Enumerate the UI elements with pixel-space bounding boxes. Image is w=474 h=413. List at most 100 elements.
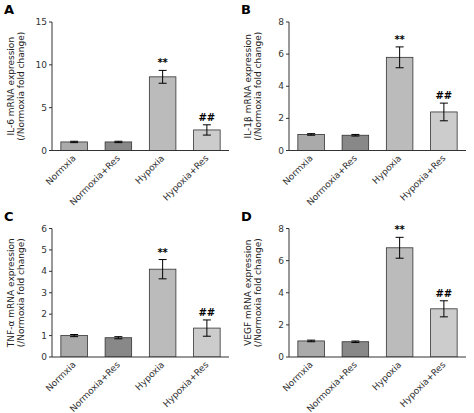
- y-tick-label: 4: [278, 81, 284, 91]
- annotation: **: [157, 57, 168, 68]
- panel-label: D: [241, 209, 252, 224]
- error-bar: [114, 337, 122, 339]
- x-tick-label: Normoxia+Res: [305, 153, 359, 207]
- x-tick-label: Normoxia+Res: [68, 153, 122, 207]
- annotation: ##: [198, 307, 215, 318]
- y-tick: [286, 86, 289, 87]
- y-tick: [49, 335, 52, 336]
- y-tick-label: 15: [36, 17, 47, 27]
- x-tick-label: Normoxia+Res: [68, 359, 122, 413]
- y-tick: [49, 64, 52, 65]
- error-bar: [159, 70, 167, 83]
- figure: **##051015NormxiaNormoxia+ResHypoxiaHypo…: [0, 0, 474, 413]
- y-tick: [49, 150, 52, 151]
- y-tick: [286, 118, 289, 119]
- error-bar: [203, 320, 211, 336]
- y-tick-label: 8: [278, 224, 284, 234]
- y-axis-label: IL-1β mRNA expression(/Normoxia fold cha…: [243, 32, 263, 141]
- error-bar: [203, 125, 211, 135]
- error-bar: [70, 141, 78, 142]
- y-tick: [49, 271, 52, 272]
- y-tick: [49, 357, 52, 358]
- x-tick-label: Normxia: [44, 360, 78, 394]
- plot-area: [298, 237, 457, 357]
- bar: [342, 135, 369, 150]
- x-tick-label: Hypoxia: [370, 153, 403, 186]
- y-tick: [49, 22, 52, 23]
- bar: [149, 77, 176, 151]
- error-bar: [351, 341, 359, 343]
- error-bar: [440, 301, 448, 317]
- bar: [298, 134, 325, 150]
- bar: [342, 342, 369, 357]
- y-tick-label: 3: [41, 288, 47, 298]
- y-tick: [49, 249, 52, 250]
- x-axis-line: [289, 357, 466, 358]
- panel: **##0123456NormxiaNormoxia+ResHypoxiaHyp…: [4, 209, 229, 413]
- y-tick-label: 5: [41, 245, 47, 255]
- error-bar: [307, 134, 315, 136]
- y-tick-label: 2: [278, 113, 284, 123]
- bar: [61, 142, 88, 151]
- x-tick-label: Hypoxia+Res: [161, 153, 211, 203]
- x-axis-line: [289, 150, 466, 151]
- x-tick-label: Hypoxia+Res: [398, 359, 448, 409]
- panel: **##051015NormxiaNormoxia+ResHypoxiaHypo…: [4, 2, 229, 207]
- y-tick-label: 10: [36, 60, 48, 70]
- bar: [386, 57, 413, 150]
- y-tick-label: 6: [41, 224, 47, 234]
- panel: **##02468NormxiaNormoxia+ResHypoxiaHypox…: [241, 2, 466, 207]
- error-bar: [440, 103, 448, 121]
- x-tick-label: Hypoxia+Res: [161, 359, 211, 409]
- bar: [386, 248, 413, 357]
- x-tick-label: Normoxia+Res: [305, 359, 359, 413]
- y-tick: [49, 292, 52, 293]
- plot-area: [61, 70, 220, 150]
- y-tick: [49, 228, 52, 229]
- x-tick-label: Normxia: [281, 360, 315, 394]
- y-tick-label: 4: [278, 288, 284, 298]
- annotation: **: [394, 34, 405, 45]
- y-tick: [286, 22, 289, 23]
- y-tick: [49, 314, 52, 315]
- y-axis-line: [52, 22, 53, 151]
- annotation: **: [157, 247, 168, 258]
- error-bar: [159, 260, 167, 279]
- y-tick: [49, 107, 52, 108]
- bar: [105, 142, 132, 151]
- panel-label: C: [4, 209, 14, 224]
- y-tick: [286, 357, 289, 358]
- bar: [298, 341, 325, 357]
- panel: **##02468NormxiaNormoxia+ResHypoxiaHypox…: [241, 209, 466, 413]
- y-tick: [286, 150, 289, 151]
- y-tick-label: 6: [278, 49, 284, 59]
- error-bar: [396, 237, 404, 258]
- error-bar: [396, 47, 404, 68]
- bar: [61, 336, 88, 357]
- panel-label: B: [241, 2, 251, 17]
- y-tick: [286, 54, 289, 55]
- y-tick-label: 4: [41, 266, 47, 276]
- panel-label: A: [4, 2, 14, 17]
- y-tick-label: 0: [278, 146, 284, 156]
- y-tick: [286, 228, 289, 229]
- bar: [149, 269, 176, 357]
- x-axis-line: [52, 150, 229, 151]
- y-tick: [286, 260, 289, 261]
- annotation: ##: [198, 112, 215, 123]
- bar: [105, 338, 132, 357]
- x-tick-label: Normxia: [44, 153, 78, 187]
- plot-area: [298, 47, 457, 151]
- y-axis-label: VEGF mRNA expression(/Normoxia fold chan…: [243, 238, 263, 347]
- plot-area: [61, 260, 220, 357]
- y-axis-label: IL-6 mRNA expression(/Normoxia fold chan…: [6, 32, 26, 141]
- annotation: ##: [435, 90, 452, 101]
- error-bar: [70, 335, 78, 337]
- x-tick-label: Hypoxia+Res: [398, 153, 448, 203]
- annotation: ##: [435, 288, 452, 299]
- y-tick-label: 0: [41, 146, 47, 156]
- x-tick-label: Hypoxia: [370, 360, 403, 393]
- y-tick-label: 1: [41, 331, 47, 341]
- error-bar: [351, 134, 359, 136]
- y-tick: [286, 324, 289, 325]
